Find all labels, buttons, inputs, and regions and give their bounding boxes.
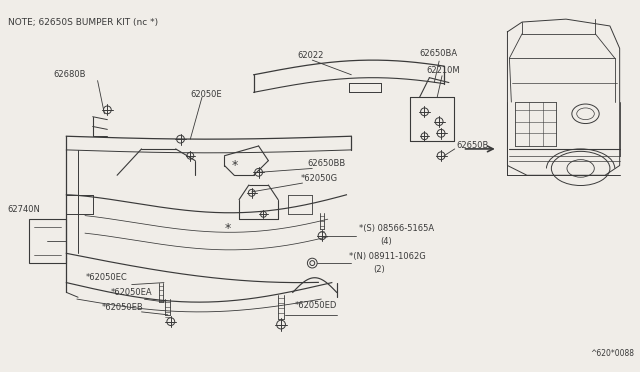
Text: *62050EC: *62050EC bbox=[86, 273, 127, 282]
Text: 62650B: 62650B bbox=[457, 141, 489, 151]
Text: *: * bbox=[231, 159, 237, 172]
Text: *62050ED: *62050ED bbox=[294, 301, 337, 310]
Text: 62650BB: 62650BB bbox=[307, 159, 346, 168]
Text: 62210M: 62210M bbox=[426, 66, 460, 76]
Text: (2): (2) bbox=[372, 266, 385, 275]
Text: *(N) 08911-1062G: *(N) 08911-1062G bbox=[349, 252, 426, 261]
Text: *62050EB: *62050EB bbox=[102, 302, 143, 311]
Text: NOTE; 62650S BUMPER KIT (nc *): NOTE; 62650S BUMPER KIT (nc *) bbox=[8, 17, 158, 26]
Text: (4): (4) bbox=[381, 237, 392, 246]
Text: 62650BA: 62650BA bbox=[420, 49, 458, 58]
Text: *(S) 08566-5165A: *(S) 08566-5165A bbox=[359, 224, 435, 234]
Text: 62740N: 62740N bbox=[8, 205, 41, 214]
Text: ^620*0088: ^620*0088 bbox=[590, 349, 634, 358]
Bar bbox=[29, 219, 67, 263]
Text: *62050G: *62050G bbox=[301, 174, 338, 183]
Text: 62022: 62022 bbox=[298, 51, 324, 60]
Text: 62050E: 62050E bbox=[190, 90, 222, 99]
Text: *: * bbox=[225, 222, 230, 235]
Text: *62050EA: *62050EA bbox=[110, 288, 152, 297]
Text: 62680B: 62680B bbox=[54, 70, 86, 79]
